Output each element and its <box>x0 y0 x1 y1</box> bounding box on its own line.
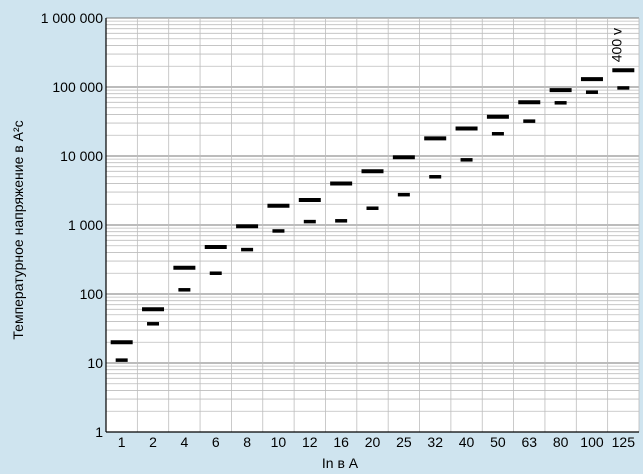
y-tick-label: 1 000 000 <box>41 10 103 26</box>
x-tick-label: 4 <box>180 434 188 450</box>
y-tick-label: 100 000 <box>52 79 103 95</box>
y-tick-label: 1 000 <box>68 217 103 233</box>
y-tick-label: 10 <box>87 355 103 371</box>
y-tick-label: 1 <box>95 424 103 440</box>
x-tick-label: 40 <box>459 434 475 450</box>
y-axis-title: Температурное напряжение в A²c <box>10 120 26 339</box>
x-tick-label: 6 <box>212 434 220 450</box>
x-tick-label: 8 <box>243 434 251 450</box>
x-tick-label: 125 <box>612 434 636 450</box>
grid <box>105 17 640 433</box>
x-tick-label: 100 <box>580 434 604 450</box>
x-tick-label: 2 <box>149 434 157 450</box>
x-tick-label: 80 <box>553 434 569 450</box>
x-tick-label: 20 <box>365 434 381 450</box>
y-tick-label: 100 <box>80 286 104 302</box>
data-marks <box>110 68 635 362</box>
x-tick-label: 16 <box>333 434 349 450</box>
x-tick-label: 32 <box>427 434 443 450</box>
x-tick-label: 50 <box>490 434 506 450</box>
x-tick-label: 10 <box>271 434 287 450</box>
x-axis-title: In в A <box>322 455 359 471</box>
y-tick-label: 10 000 <box>60 148 103 164</box>
voltage-annotation: 400 v <box>608 28 624 62</box>
x-tick-label: 25 <box>396 434 412 450</box>
x-tick-label: 1 <box>118 434 126 450</box>
x-tick-label: 12 <box>302 434 318 450</box>
x-tick-label: 63 <box>521 434 537 450</box>
